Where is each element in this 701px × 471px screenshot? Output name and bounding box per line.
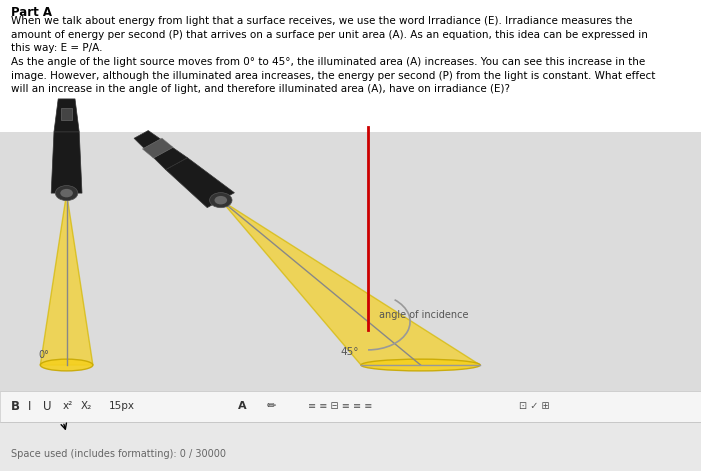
Circle shape	[215, 196, 227, 204]
Bar	[0, 132, 701, 391]
Text: A: A	[238, 401, 247, 412]
Text: When we talk about energy from light that a surface receives, we use the word Ir: When we talk about energy from light tha…	[11, 16, 648, 53]
Text: B: B	[11, 400, 20, 413]
Bar	[0, 391, 701, 422]
Ellipse shape	[361, 359, 480, 371]
Polygon shape	[221, 200, 480, 365]
Ellipse shape	[41, 359, 93, 371]
Circle shape	[210, 193, 232, 208]
Text: ⊡ ✓ ⊞: ⊡ ✓ ⊞	[519, 401, 550, 412]
Circle shape	[55, 186, 78, 201]
Polygon shape	[41, 193, 93, 365]
Polygon shape	[51, 132, 82, 193]
Text: X₂: X₂	[81, 401, 92, 412]
Bar	[0, 422, 701, 471]
Text: U: U	[43, 400, 52, 413]
Text: Space used (includes formatting): 0 / 30000: Space used (includes formatting): 0 / 30…	[11, 449, 226, 459]
Polygon shape	[142, 138, 173, 158]
Text: Part A: Part A	[11, 6, 51, 19]
FancyBboxPatch shape	[0, 0, 701, 132]
Text: 0°: 0°	[38, 350, 49, 360]
Text: x²: x²	[63, 401, 74, 412]
Polygon shape	[165, 158, 234, 208]
Circle shape	[60, 189, 73, 197]
Text: I: I	[28, 400, 32, 413]
Bar	[61, 108, 72, 120]
Text: ≡ ≡ ⊟ ≡ ≡ ≡: ≡ ≡ ⊟ ≡ ≡ ≡	[308, 401, 373, 412]
Polygon shape	[54, 99, 79, 132]
Text: As the angle of the light source moves from 0° to 45°, the illuminated area (A) : As the angle of the light source moves f…	[11, 57, 655, 94]
Text: 45°: 45°	[340, 347, 358, 357]
Text: angle of incidence: angle of incidence	[379, 309, 468, 320]
Polygon shape	[134, 130, 187, 170]
Text: 15px: 15px	[109, 401, 135, 412]
Text: ✏: ✏	[266, 401, 275, 412]
